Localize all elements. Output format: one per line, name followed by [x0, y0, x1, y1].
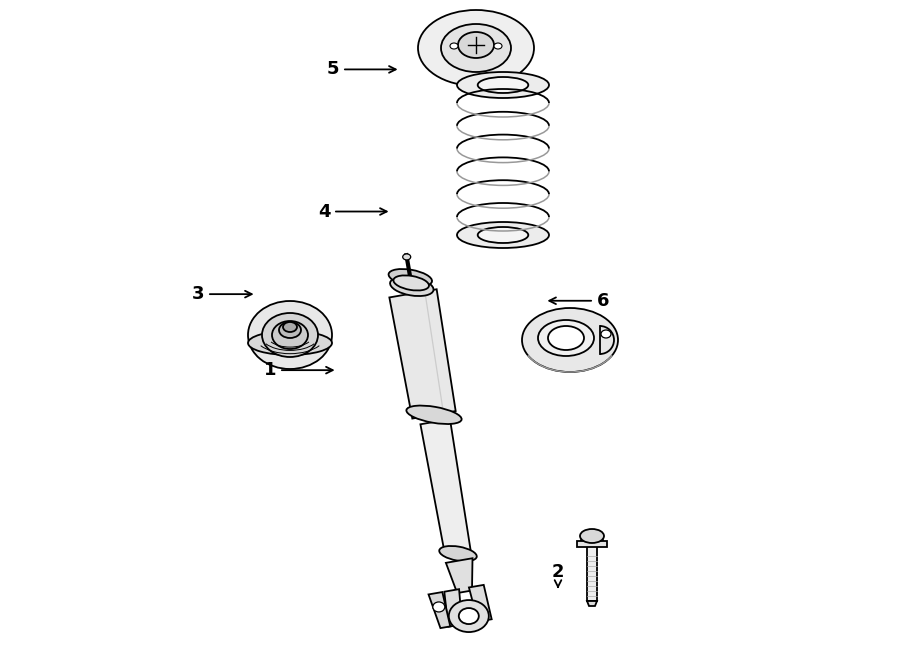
Polygon shape [446, 559, 472, 593]
Polygon shape [469, 585, 491, 621]
Polygon shape [577, 541, 607, 547]
Ellipse shape [548, 326, 584, 350]
Ellipse shape [262, 313, 318, 357]
Polygon shape [587, 546, 597, 601]
Ellipse shape [402, 254, 410, 260]
Ellipse shape [601, 330, 611, 338]
Ellipse shape [478, 77, 528, 93]
Ellipse shape [580, 529, 604, 543]
Text: 3: 3 [192, 285, 252, 303]
Ellipse shape [433, 602, 445, 612]
Polygon shape [390, 290, 455, 418]
Ellipse shape [494, 43, 502, 49]
Ellipse shape [457, 72, 549, 98]
Ellipse shape [478, 227, 528, 243]
Ellipse shape [389, 269, 432, 286]
Ellipse shape [407, 406, 462, 424]
Text: 5: 5 [327, 60, 396, 79]
Ellipse shape [390, 277, 434, 296]
Ellipse shape [248, 301, 332, 369]
Ellipse shape [458, 32, 494, 58]
Ellipse shape [450, 43, 458, 49]
Ellipse shape [248, 331, 332, 355]
Polygon shape [587, 601, 597, 606]
Polygon shape [420, 419, 471, 556]
Text: 4: 4 [318, 202, 387, 221]
Text: 6: 6 [549, 292, 609, 310]
Ellipse shape [522, 308, 618, 372]
Ellipse shape [538, 320, 594, 356]
Ellipse shape [457, 222, 549, 248]
Ellipse shape [441, 24, 511, 72]
Ellipse shape [439, 546, 477, 561]
Text: 2: 2 [552, 563, 564, 587]
Ellipse shape [418, 10, 534, 86]
Ellipse shape [272, 321, 308, 349]
Ellipse shape [449, 600, 489, 632]
Ellipse shape [393, 276, 429, 290]
Polygon shape [428, 592, 450, 628]
Ellipse shape [279, 322, 301, 338]
Polygon shape [581, 533, 603, 541]
Ellipse shape [459, 608, 479, 624]
Polygon shape [445, 589, 462, 627]
Text: 1: 1 [264, 361, 333, 379]
Ellipse shape [283, 322, 297, 332]
